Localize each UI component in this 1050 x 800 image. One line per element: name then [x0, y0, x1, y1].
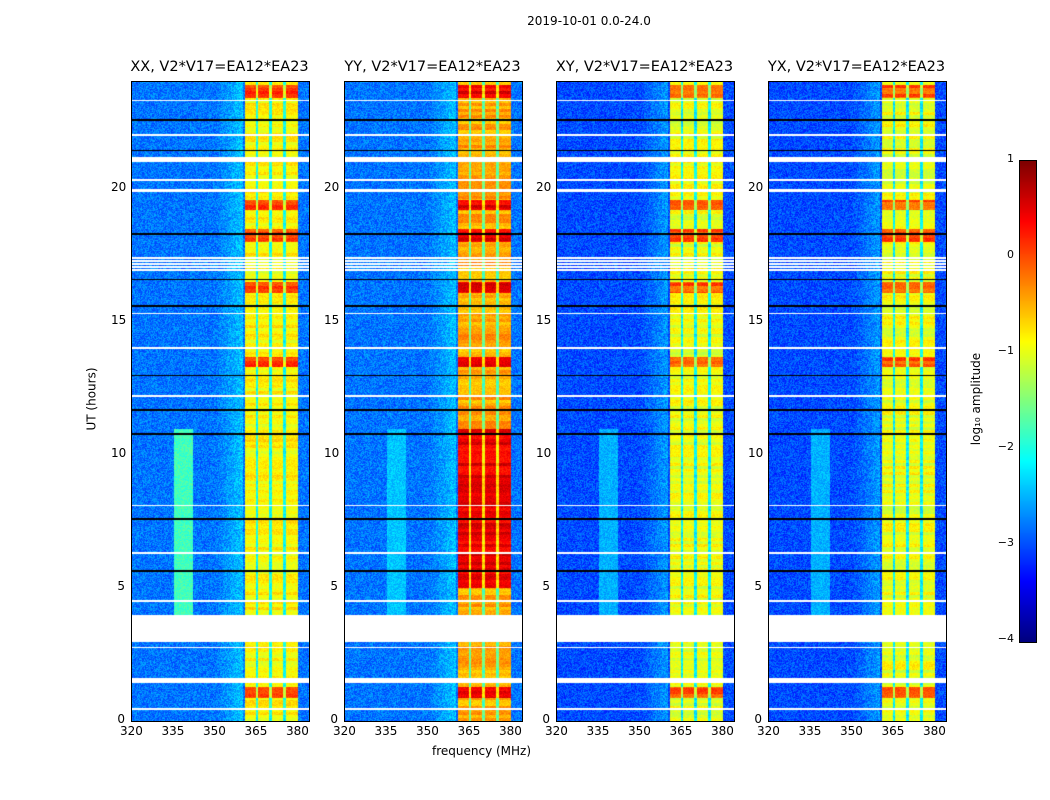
y-tick-label: 15: [324, 312, 340, 327]
panel-title: YY, V2*V17=EA12*EA23: [344, 59, 521, 75]
y-tick-label: 15: [748, 312, 764, 327]
y-tick-label: 5: [330, 578, 338, 593]
x-tick-label: 320: [757, 724, 780, 738]
x-tick-label: 380: [710, 724, 734, 738]
y-tick-label: 10: [324, 445, 340, 460]
panel-title: XX, V2*V17=EA12*EA23: [130, 59, 309, 75]
x-tick-label: 350: [202, 724, 226, 738]
x-tick-label: 380: [922, 724, 946, 738]
x-tick-label: 365: [669, 724, 693, 738]
y-tick-label: 15: [536, 312, 552, 327]
colorbar-tick-label: −1: [997, 344, 1014, 357]
x-tick-label: 365: [881, 724, 905, 738]
y-tick-label: 20: [324, 179, 340, 194]
panel-title: XY, V2*V17=EA12*EA23: [555, 59, 734, 75]
waterfall-heatmap: [556, 81, 735, 722]
x-tick-label: 365: [244, 724, 268, 738]
x-tick-label: 380: [285, 724, 309, 738]
x-tick-label: 335: [374, 724, 398, 738]
x-tick-label: 320: [333, 724, 356, 738]
waterfall-heatmap: [768, 81, 947, 722]
x-tick-label: 335: [798, 724, 822, 738]
x-tick-label: 380: [498, 724, 522, 738]
x-tick-label: 350: [415, 724, 439, 738]
x-tick-label: 350: [839, 724, 863, 738]
x-tick-label: 350: [627, 724, 651, 738]
y-tick-label: 0: [754, 712, 762, 726]
colorbar-label: log₁₀ amplitude: [969, 352, 984, 446]
x-tick-label: 365: [457, 724, 481, 738]
colorbar-tick-label: −2: [997, 440, 1014, 453]
colorbar: [1019, 160, 1037, 643]
y-tick-label: 20: [111, 179, 127, 194]
y-tick-label: 10: [536, 445, 552, 460]
y-axis-label: UT (hours): [84, 367, 99, 431]
x-tick-label: 320: [120, 724, 143, 738]
colorbar-tick-label: −3: [997, 536, 1014, 549]
x-tick-label: 335: [161, 724, 185, 738]
y-tick-label: 10: [748, 445, 764, 460]
panel-title: YX, V2*V17=EA12*EA23: [767, 59, 946, 75]
y-tick-label: 20: [536, 179, 552, 194]
colorbar-tick-label: −4: [997, 632, 1014, 645]
y-tick-label: 5: [542, 578, 550, 593]
y-tick-label: 10: [111, 445, 127, 460]
x-tick-label: 335: [586, 724, 610, 738]
colorbar-tick-label: 0: [1007, 248, 1014, 261]
y-tick-label: 5: [117, 578, 125, 593]
y-tick-label: 5: [754, 578, 762, 593]
x-axis-label: frequency (MHz): [432, 744, 532, 758]
figure-title: 2019-10-01 0.0-24.0: [527, 14, 651, 28]
y-tick-label: 0: [542, 712, 550, 726]
y-tick-label: 0: [117, 712, 125, 726]
y-tick-label: 15: [111, 312, 127, 327]
y-tick-label: 20: [748, 179, 764, 194]
x-tick-label: 320: [545, 724, 568, 738]
waterfall-heatmap: [344, 81, 523, 722]
waterfall-heatmap: [131, 81, 310, 722]
y-tick-label: 0: [330, 712, 338, 726]
colorbar-tick-label: 1: [1007, 152, 1014, 165]
